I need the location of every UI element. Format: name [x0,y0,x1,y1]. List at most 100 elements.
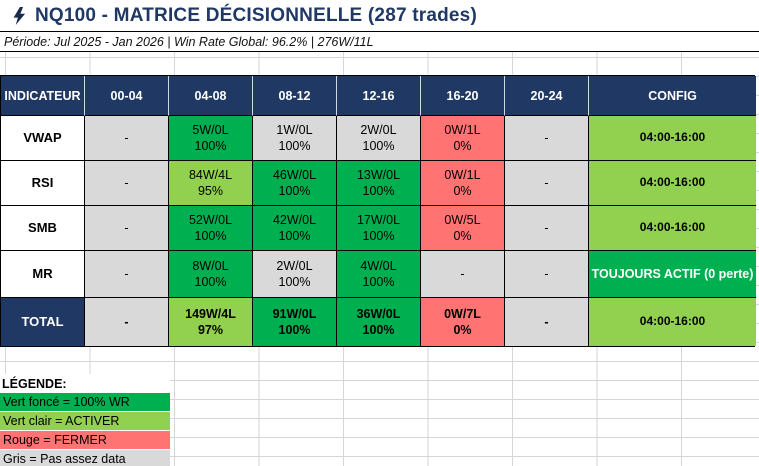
cell-winloss-text: - [544,314,549,329]
cell-winloss-text: 4W/0L [360,258,397,273]
cell-winloss-text: - [544,130,549,145]
cell-winloss-text: 36W/0L [356,306,401,321]
grid-gap [0,52,759,75]
cell-winloss-text: - [544,220,549,235]
matrix-cell-rsi-16-20[interactable]: 0W/1L 0% [421,161,505,206]
matrix-cell-total-20-24[interactable]: - [505,298,589,346]
cell-winloss-text: 1W/0L [276,122,313,137]
decision-matrix-table: INDICATEUR 00-04 04-08 08-12 12-16 16-20 20-24… [0,75,756,347]
cell-winloss-text: 149W/4L [185,306,236,321]
matrix-cell-vwap-00-04[interactable]: - [85,116,169,161]
config-cell-smb[interactable]: 04:00-16:00 [589,206,756,251]
cell-winloss-text: - [124,266,129,281]
cell-winrate-text: 95% [197,184,224,198]
column-header-config[interactable]: CONFIG [589,76,756,116]
matrix-cell-rsi-08-12[interactable]: 46W/0L 100% [253,161,337,206]
matrix-cell-vwap-16-20[interactable]: 0W/1L 0% [421,116,505,161]
cell-winloss-text: 2W/0L [360,122,397,137]
cell-winrate-text: 0% [453,139,472,153]
matrix-cell-mr-12-16[interactable]: 4W/0L 100% [337,251,421,298]
legend-item-red[interactable]: Rouge = FERMER [0,431,170,450]
cell-winrate-text: 100% [194,229,227,243]
column-header-00-04[interactable]: 00-04 [85,76,169,116]
matrix-cell-total-08-12[interactable]: 91W/0L 100% [253,298,337,346]
row-label-smb[interactable]: SMB [1,206,85,251]
matrix-cell-total-16-20[interactable]: 0W/7L 0% [421,298,505,346]
column-header-20-24[interactable]: 20-24 [505,76,589,116]
matrix-cell-smb-00-04[interactable]: - [85,206,169,251]
cell-winrate-text: 100% [362,229,395,243]
cell-winloss-text: - [124,175,129,190]
config-cell-total[interactable]: 04:00-16:00 [589,298,756,346]
matrix-cell-total-04-08[interactable]: 149W/4L 97% [169,298,253,346]
row-label-rsi[interactable]: RSI [1,161,85,206]
matrix-cell-vwap-20-24[interactable]: - [505,116,589,161]
cell-winrate-text: 97% [197,323,224,337]
matrix-cell-rsi-12-16[interactable]: 13W/0L 100% [337,161,421,206]
cell-winloss-text: 13W/0L [356,167,401,182]
cell-winrate-text: 100% [362,323,395,337]
title-bar: NQ100 - MATRICE DÉCISIONNELLE (287 trade… [0,0,759,32]
cell-winrate-text: 100% [278,323,311,337]
matrix-cell-smb-12-16[interactable]: 17W/0L 100% [337,206,421,251]
cell-winrate-text: 0% [453,184,472,198]
cell-winloss-text: - [544,266,549,281]
matrix-cell-rsi-20-24[interactable]: - [505,161,589,206]
cell-winloss-text: 2W/0L [276,258,313,273]
legend-item-light-green[interactable]: Vert clair = ACTIVER [0,412,170,431]
cell-winrate-text: 100% [194,275,227,289]
matrix-cell-smb-08-12[interactable]: 42W/0L 100% [253,206,337,251]
cell-winloss-text: 0W/1L [444,167,481,182]
column-header-04-08[interactable]: 04-08 [169,76,253,116]
matrix-cell-mr-16-20[interactable]: - [421,251,505,298]
cell-winloss-text: - [124,220,129,235]
cell-winloss-text: - [460,266,465,281]
row-label-mr[interactable]: MR [1,251,85,298]
matrix-cell-mr-20-24[interactable]: - [505,251,589,298]
cell-winloss-text: 0W/5L [444,212,481,227]
subtitle-bar: Période: Jul 2025 - Jan 2026 | Win Rate … [0,32,759,52]
cell-winloss-text: 42W/0L [272,212,317,227]
page-title: NQ100 - MATRICE DÉCISIONNELLE (287 trade… [35,4,477,26]
legend: LÉGENDE: Vert foncé = 100% WR Vert clair … [0,374,170,466]
config-cell-rsi[interactable]: 04:00-16:00 [589,161,756,206]
legend-item-grey[interactable]: Gris = Pas assez data [0,450,170,466]
column-header-08-12[interactable]: 08-12 [253,76,337,116]
config-cell-vwap[interactable]: 04:00-16:00 [589,116,756,161]
matrix-cell-total-12-16[interactable]: 36W/0L 100% [337,298,421,346]
cell-winloss-text: 46W/0L [272,167,317,182]
cell-winloss-text: 17W/0L [356,212,401,227]
matrix-cell-vwap-12-16[interactable]: 2W/0L 100% [337,116,421,161]
matrix-cell-total-00-04[interactable]: - [85,298,169,346]
row-label-vwap[interactable]: VWAP [1,116,85,161]
legend-title: LÉGENDE: [0,374,170,393]
cell-winrate-text: 100% [278,184,311,198]
column-header-12-16[interactable]: 12-16 [337,76,421,116]
config-cell-mr[interactable]: TOUJOURS ACTIF (0 perte) [589,251,756,298]
matrix-cell-mr-08-12[interactable]: 2W/0L 100% [253,251,337,298]
matrix-cell-smb-20-24[interactable]: - [505,206,589,251]
matrix-cell-smb-16-20[interactable]: 0W/5L 0% [421,206,505,251]
row-label-total[interactable]: TOTAL [1,298,85,346]
cell-winrate-text: 100% [362,275,395,289]
matrix-cell-mr-04-08[interactable]: 8W/0L 100% [169,251,253,298]
cell-winloss-text: - [124,314,129,329]
cell-winrate-text: 0% [453,323,472,337]
cell-winloss-text: 5W/0L [192,122,229,137]
cell-winrate-text: 100% [362,139,395,153]
cell-winrate-text: 0% [453,229,472,243]
matrix-cell-vwap-04-08[interactable]: 5W/0L 100% [169,116,253,161]
column-header-indicateur[interactable]: INDICATEUR [1,76,85,116]
matrix-cell-mr-00-04[interactable]: - [85,251,169,298]
cell-winloss-text: 0W/7L [444,306,481,321]
cell-winloss-text: - [124,130,129,145]
column-header-16-20[interactable]: 16-20 [421,76,505,116]
matrix-cell-rsi-04-08[interactable]: 84W/4L 95% [169,161,253,206]
cell-winrate-text: 100% [278,139,311,153]
matrix-cell-vwap-08-12[interactable]: 1W/0L 100% [253,116,337,161]
legend-item-dark-green[interactable]: Vert foncé = 100% WR [0,393,170,412]
period-winrate-text: Période: Jul 2025 - Jan 2026 | Win Rate … [4,34,374,49]
matrix-cell-rsi-00-04[interactable]: - [85,161,169,206]
matrix-cell-smb-04-08[interactable]: 52W/0L 100% [169,206,253,251]
